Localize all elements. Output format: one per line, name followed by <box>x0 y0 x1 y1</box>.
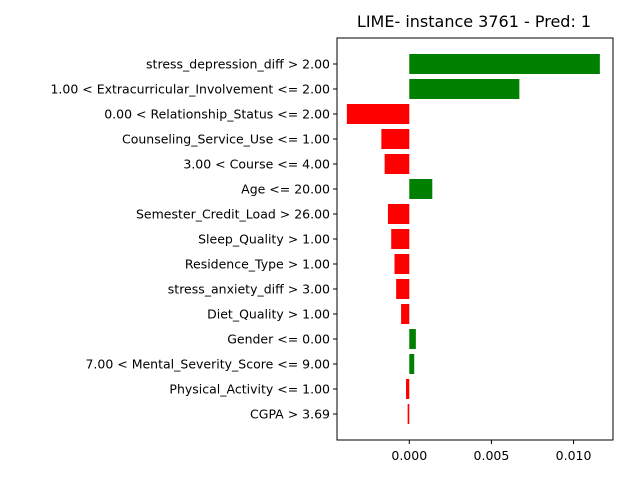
bar-0 <box>409 54 600 74</box>
bar-9 <box>396 279 410 299</box>
bar-4 <box>384 154 410 174</box>
bar-10 <box>401 304 410 324</box>
y-tick-label: Semester_Credit_Load > 26.00 <box>136 207 330 222</box>
y-tick-label: stress_depression_diff > 2.00 <box>146 57 330 72</box>
bar-5 <box>409 179 433 199</box>
x-tick-label: 0.000 <box>391 448 427 463</box>
bar-11 <box>409 329 416 349</box>
bar-1 <box>409 79 520 99</box>
bar-13 <box>406 379 410 399</box>
axes-frame <box>336 37 614 441</box>
y-tick-label: 0.00 < Relationship_Status <= 2.00 <box>104 107 330 122</box>
bar-8 <box>394 254 410 274</box>
y-tick-label: stress_anxiety_diff > 3.00 <box>168 282 330 297</box>
y-tick-label: Diet_Quality > 1.00 <box>207 307 330 322</box>
y-tick-label: 1.00 < Extracurricular_Involvement <= 2.… <box>50 82 330 97</box>
bar-2 <box>346 104 410 124</box>
plot-area: stress_depression_diff > 2.00 1.00 < Extr… <box>50 54 600 463</box>
x-tick-label: 0.010 <box>556 448 592 463</box>
y-tick-label: Residence_Type > 1.00 <box>185 257 330 272</box>
x-tick-label: 0.005 <box>474 448 510 463</box>
chart-title: LIME- instance 3761 - Pred: 1 <box>357 12 591 31</box>
y-tick-label: Sleep_Quality > 1.00 <box>198 232 330 247</box>
bar-6 <box>387 204 410 224</box>
y-tick-label: 3.00 < Course <= 4.00 <box>183 157 330 172</box>
y-tick-label: 7.00 < Mental_Severity_Score <= 9.00 <box>85 357 330 372</box>
y-tick-label: Physical_Activity <= 1.00 <box>169 382 330 397</box>
bar-14 <box>407 404 410 424</box>
y-tick-label: Age <= 20.00 <box>241 182 330 197</box>
bar-7 <box>391 229 410 249</box>
y-tick-label: CGPA > 3.69 <box>250 407 330 422</box>
bar-3 <box>381 129 410 149</box>
bar-12 <box>409 354 415 374</box>
y-tick-label: Gender <= 0.00 <box>227 332 330 347</box>
y-tick-label: Counseling_Service_Use <= 1.00 <box>122 132 330 147</box>
